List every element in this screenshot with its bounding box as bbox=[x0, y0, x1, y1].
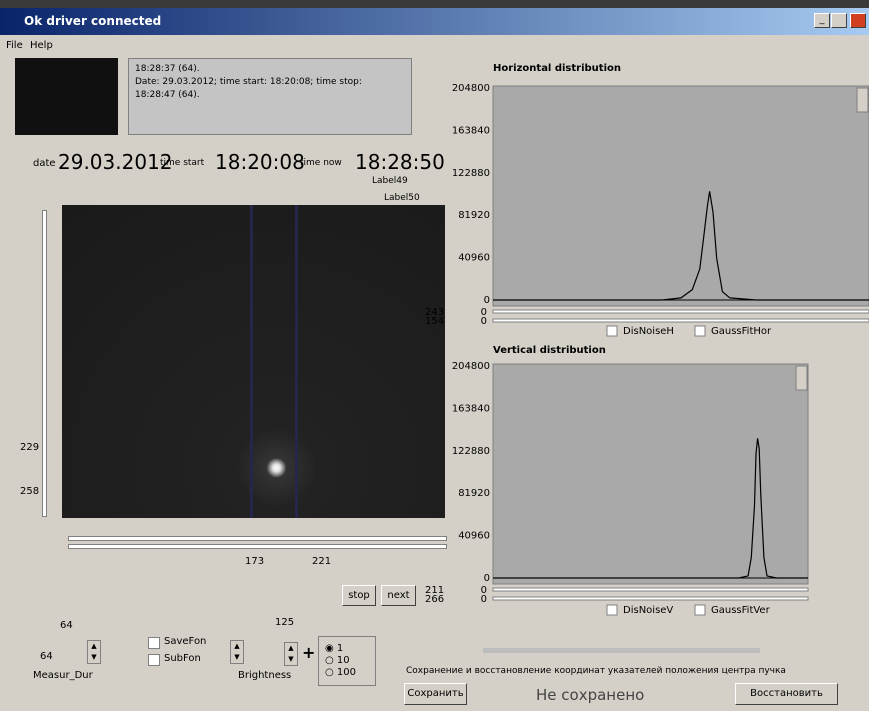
y-tick-label: 40960 bbox=[458, 253, 490, 264]
y-tick-label: 40960 bbox=[458, 531, 490, 542]
app-window: Ok driver connected _ File Help 18:28:37… bbox=[0, 0, 869, 711]
slider-value: 154 bbox=[425, 316, 444, 327]
checkbox-label: DisNoiseH bbox=[623, 326, 674, 337]
y-tick-label: 0 bbox=[484, 295, 490, 306]
plot-area bbox=[493, 364, 808, 584]
checkbox[interactable] bbox=[695, 605, 705, 615]
plot-title: Horizontal distribution bbox=[493, 63, 621, 74]
slider-track[interactable] bbox=[493, 319, 869, 322]
y-tick-label: 163840 bbox=[452, 403, 490, 414]
y-tick-label: 122880 bbox=[452, 168, 490, 179]
slider-track[interactable] bbox=[493, 310, 869, 313]
plots: Horizontal distribution 0 40960 81920 122880… bbox=[0, 0, 869, 711]
slider-value: 266 bbox=[425, 594, 444, 605]
checkbox[interactable] bbox=[607, 605, 617, 615]
scroll-spinner[interactable] bbox=[796, 366, 807, 390]
y-tick-label: 204800 bbox=[452, 83, 490, 94]
slider-track[interactable] bbox=[493, 588, 808, 591]
checkbox-label: GaussFitVer bbox=[711, 605, 771, 616]
y-tick-label: 163840 bbox=[452, 125, 490, 136]
scroll-spinner[interactable] bbox=[857, 88, 868, 112]
y-tick-label: 204800 bbox=[452, 361, 490, 372]
slider-value: 0 bbox=[481, 316, 487, 327]
slider-value: 0 bbox=[481, 594, 487, 605]
checkbox[interactable] bbox=[607, 326, 617, 336]
checkbox[interactable] bbox=[695, 326, 705, 336]
plot-area bbox=[493, 86, 869, 306]
y-tick-label: 81920 bbox=[458, 210, 490, 221]
y-tick-label: 122880 bbox=[452, 446, 490, 457]
y-tick-label: 0 bbox=[484, 573, 490, 584]
checkbox-label: DisNoiseV bbox=[623, 605, 673, 616]
checkbox-label: GaussFitHor bbox=[711, 326, 772, 337]
plot-title: Vertical distribution bbox=[493, 345, 606, 356]
y-tick-label: 81920 bbox=[458, 488, 490, 499]
slider-track[interactable] bbox=[493, 597, 808, 600]
